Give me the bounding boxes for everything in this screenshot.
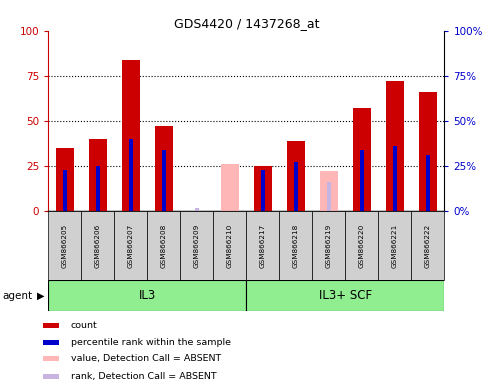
Bar <box>155 126 173 211</box>
Text: GSM866218: GSM866218 <box>293 223 299 268</box>
Bar <box>327 182 331 211</box>
Bar <box>412 211 444 280</box>
Text: agent: agent <box>2 291 32 301</box>
Bar <box>287 141 305 211</box>
Text: GSM866205: GSM866205 <box>62 223 68 268</box>
Bar <box>221 164 239 211</box>
Title: GDS4420 / 1437268_at: GDS4420 / 1437268_at <box>173 17 319 30</box>
Bar <box>122 60 140 211</box>
Bar <box>43 356 59 361</box>
Bar <box>294 162 298 211</box>
Bar <box>426 155 430 211</box>
Text: count: count <box>71 321 97 330</box>
Text: GSM866222: GSM866222 <box>425 223 431 268</box>
Bar <box>43 339 59 344</box>
Bar <box>63 170 67 211</box>
Bar <box>320 172 338 211</box>
Bar <box>313 211 345 280</box>
Text: rank, Detection Call = ABSENT: rank, Detection Call = ABSENT <box>71 372 216 381</box>
Bar <box>147 211 180 280</box>
Text: IL3: IL3 <box>139 289 156 302</box>
Bar <box>393 146 397 211</box>
Bar <box>81 211 114 280</box>
Text: GSM866207: GSM866207 <box>128 223 134 268</box>
Bar <box>48 280 246 311</box>
Text: IL3+ SCF: IL3+ SCF <box>319 289 372 302</box>
Bar <box>129 139 133 211</box>
Bar <box>246 280 444 311</box>
Text: GSM866219: GSM866219 <box>326 223 332 268</box>
Bar <box>345 211 378 280</box>
Text: GSM866217: GSM866217 <box>260 223 266 268</box>
Text: GSM866210: GSM866210 <box>227 223 233 268</box>
Bar <box>386 81 404 211</box>
Bar <box>162 150 166 211</box>
Text: ▶: ▶ <box>37 291 44 301</box>
Bar <box>261 170 265 211</box>
Text: GSM866220: GSM866220 <box>359 223 365 268</box>
Bar <box>353 108 371 211</box>
Bar <box>419 92 437 211</box>
Bar <box>254 166 272 211</box>
Text: GSM866208: GSM866208 <box>161 223 167 268</box>
Bar <box>56 148 74 211</box>
Text: percentile rank within the sample: percentile rank within the sample <box>71 338 230 347</box>
Bar <box>89 139 107 211</box>
Text: GSM866209: GSM866209 <box>194 223 200 268</box>
Bar <box>114 211 147 280</box>
Bar <box>43 323 59 328</box>
Bar <box>360 150 364 211</box>
Bar <box>96 166 100 211</box>
Bar <box>48 211 81 280</box>
Text: GSM866221: GSM866221 <box>392 223 398 268</box>
Bar <box>43 374 59 379</box>
Bar <box>279 211 313 280</box>
Bar <box>213 211 246 280</box>
Bar <box>246 211 279 280</box>
Text: GSM866206: GSM866206 <box>95 223 101 268</box>
Bar <box>180 211 213 280</box>
Bar <box>195 208 199 211</box>
Bar <box>378 211 412 280</box>
Text: value, Detection Call = ABSENT: value, Detection Call = ABSENT <box>71 354 221 363</box>
